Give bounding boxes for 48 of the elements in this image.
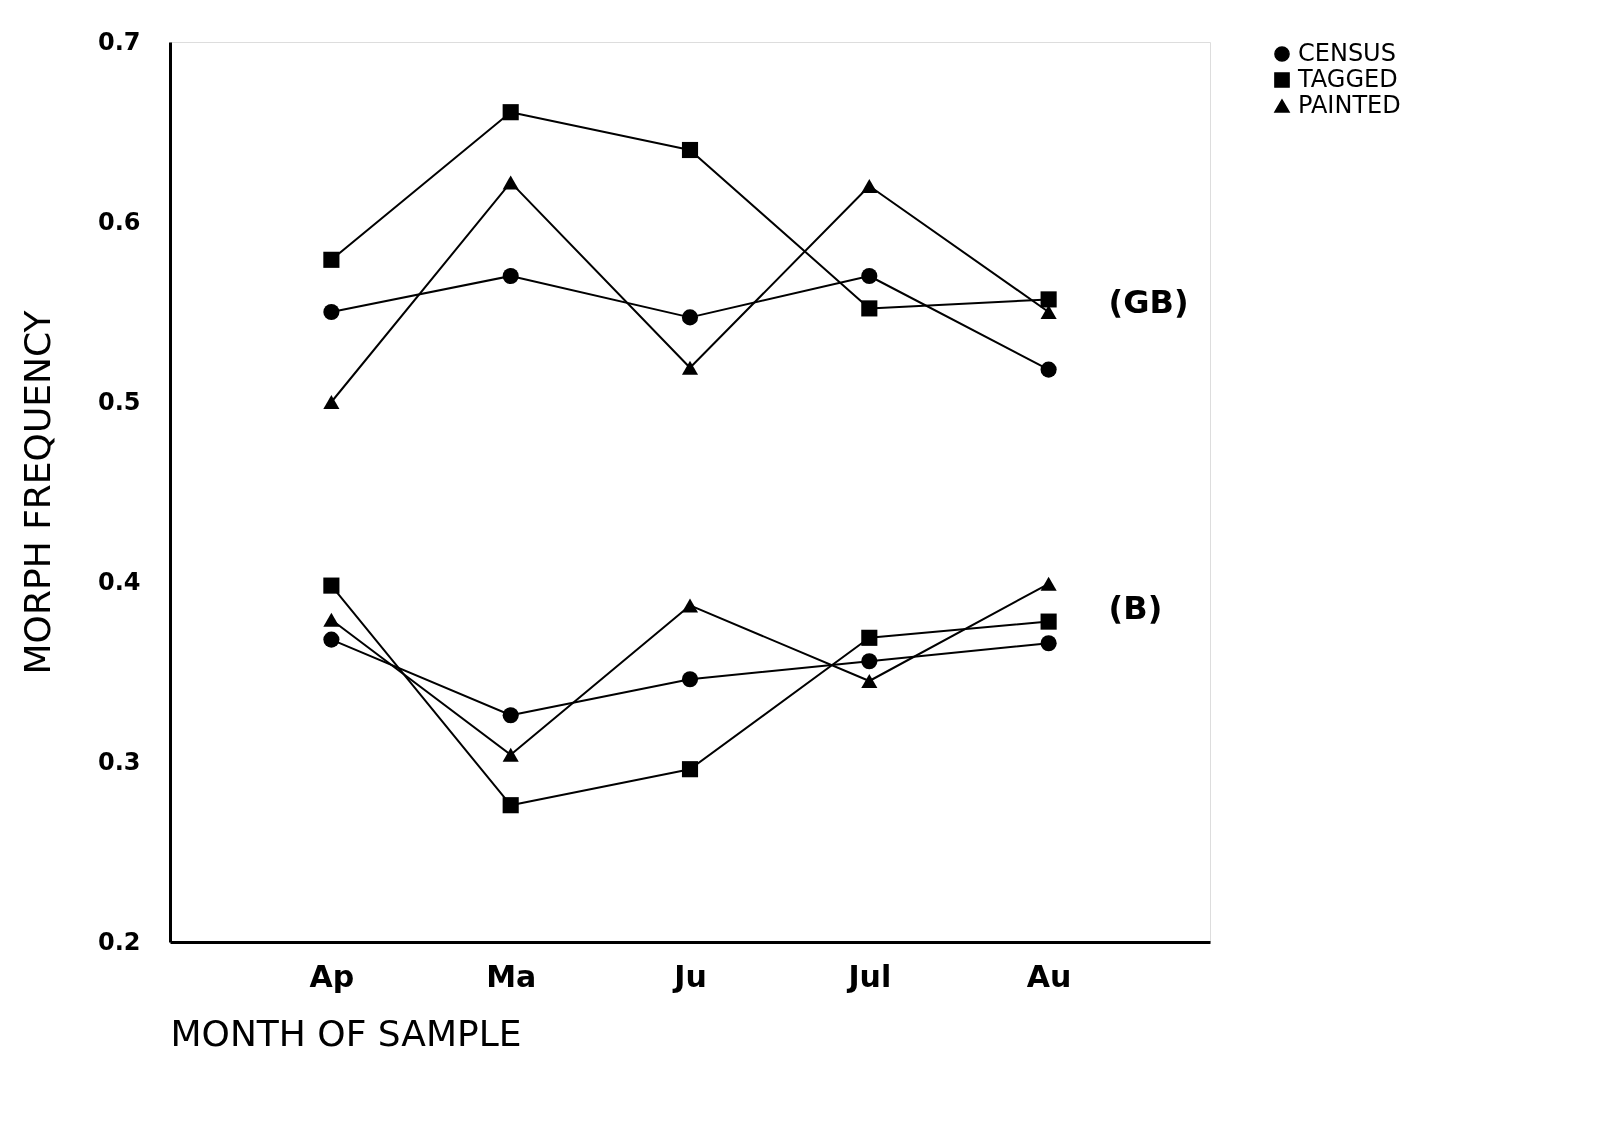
point bbox=[861, 300, 878, 317]
point bbox=[681, 141, 699, 159]
x-tick-label: Ju bbox=[672, 958, 707, 994]
point bbox=[323, 631, 340, 648]
point bbox=[861, 267, 878, 285]
point bbox=[1040, 613, 1057, 630]
point bbox=[1040, 291, 1057, 308]
y-tick-label: 0.5 bbox=[97, 387, 141, 416]
point bbox=[681, 360, 699, 375]
legend-label: CENSUS bbox=[1298, 39, 1396, 67]
x-tick-label: Ap bbox=[309, 958, 355, 994]
annotation: (B) bbox=[1108, 589, 1163, 627]
y-tick-label: 0.2 bbox=[97, 927, 141, 956]
x-tick-label: Ma bbox=[486, 958, 537, 994]
point bbox=[681, 671, 699, 688]
point bbox=[502, 707, 519, 724]
point bbox=[861, 179, 878, 193]
y-axis-title: MORPH FREQUENCY bbox=[16, 309, 58, 675]
point bbox=[681, 761, 699, 778]
point bbox=[1040, 361, 1057, 378]
point bbox=[861, 674, 878, 688]
point bbox=[861, 629, 878, 646]
point bbox=[323, 251, 340, 268]
point bbox=[861, 653, 878, 670]
legend-label: PAINTED bbox=[1298, 91, 1401, 119]
point bbox=[502, 797, 519, 814]
point bbox=[1040, 305, 1057, 319]
point bbox=[323, 577, 340, 594]
x-tick-label: Au bbox=[1026, 958, 1072, 994]
point bbox=[323, 303, 340, 321]
point bbox=[323, 612, 340, 627]
point bbox=[502, 267, 519, 285]
y-tick-label: 0.6 bbox=[97, 207, 141, 236]
y-tick-label: 0.3 bbox=[97, 747, 141, 776]
annotation: (GB) bbox=[1108, 283, 1189, 321]
point bbox=[681, 309, 699, 326]
point bbox=[1040, 635, 1057, 652]
point bbox=[681, 598, 699, 613]
legend-label: TAGGED bbox=[1297, 65, 1398, 93]
x-axis-title: MONTH OF SAMPLE bbox=[170, 1012, 522, 1054]
y-tick-label: 0.4 bbox=[97, 567, 141, 596]
point bbox=[323, 395, 340, 409]
y-tick-label: 0.7 bbox=[97, 27, 141, 56]
point bbox=[502, 104, 519, 121]
x-tick-label: Jul bbox=[846, 958, 892, 994]
point bbox=[502, 747, 519, 762]
point bbox=[502, 175, 519, 190]
point bbox=[1040, 576, 1057, 591]
